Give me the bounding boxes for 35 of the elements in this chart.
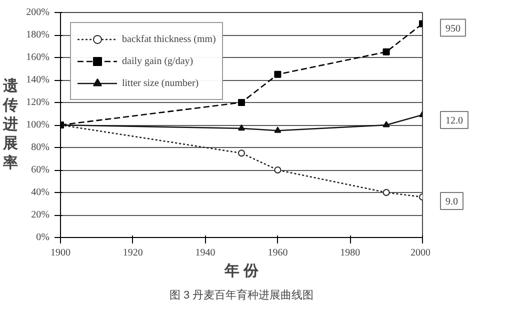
y-tick-label: 80% — [31, 142, 50, 153]
point — [238, 99, 245, 106]
x-tick-label: 1980 — [340, 248, 360, 258]
point — [274, 166, 282, 174]
y-tick-label: 0% — [36, 232, 50, 243]
point — [382, 189, 390, 196]
text: 950 — [446, 23, 460, 34]
x-tick-label: 2000 — [410, 248, 430, 258]
legend-label: litter size (number) — [122, 78, 199, 88]
y-tick-label: 40% — [31, 187, 50, 198]
point — [382, 121, 390, 128]
y-tick-label: 60% — [31, 164, 50, 176]
y-tick-label: 120% — [26, 97, 50, 108]
x-tick-label: 1940 — [195, 248, 216, 258]
y-tick-label: 160% — [26, 52, 50, 63]
text: 12.0 — [446, 116, 463, 126]
point — [274, 126, 282, 133]
caption: 图 3 丹麦百年育种进展曲线图 — [169, 288, 314, 302]
x-tick-label: 1920 — [122, 248, 143, 258]
y-tick-label: 140% — [26, 74, 50, 86]
legend-label: daily gain (g/day) — [122, 56, 194, 66]
y-tick-label: 20% — [31, 210, 50, 220]
y-tick-label: 180% — [26, 30, 50, 40]
text: 9.0 — [446, 196, 458, 208]
point — [238, 150, 245, 157]
x-tick-label: 1900 — [50, 248, 70, 258]
x-tick-label: 1960 — [268, 248, 288, 258]
x-axis-title: 年 份 — [224, 262, 260, 280]
y-tick-label: 200% — [26, 7, 50, 18]
point — [238, 124, 245, 131]
y-tick-label: 100% — [26, 120, 50, 130]
legend-label: backfat thickness (mm) — [122, 34, 216, 44]
point — [382, 48, 390, 56]
y-axis-title: 遗传进展率 — [2, 78, 18, 172]
point — [274, 70, 282, 78]
